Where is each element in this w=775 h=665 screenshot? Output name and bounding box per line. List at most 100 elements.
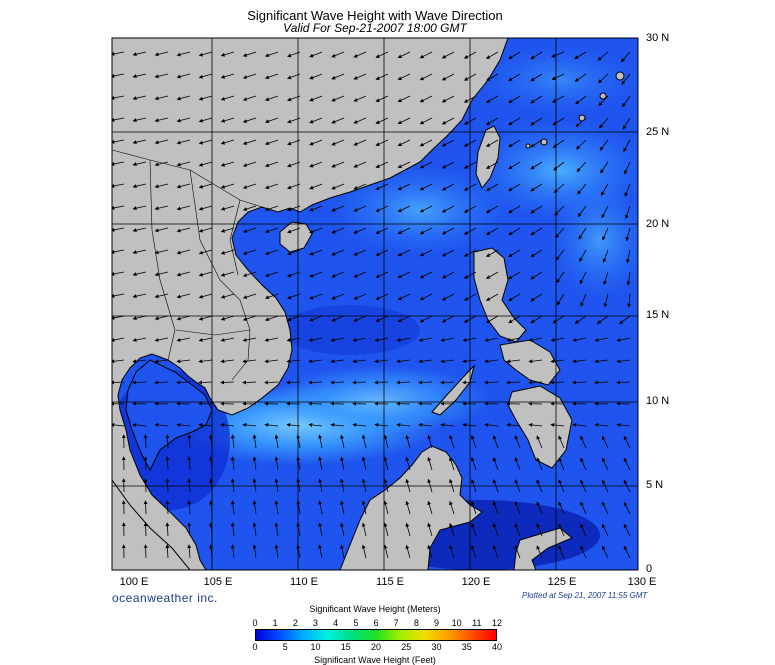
wave-direction-arrow bbox=[286, 337, 301, 342]
wave-direction-arrow bbox=[331, 161, 345, 168]
wave-direction-arrow bbox=[287, 139, 301, 146]
wave-direction-arrow bbox=[112, 293, 125, 298]
legend-title-meters: Significant Wave Height (Meters) bbox=[309, 604, 441, 614]
wave-direction-arrow bbox=[287, 117, 301, 124]
wave-direction-arrow bbox=[492, 435, 499, 449]
wave-direction-arrow bbox=[198, 73, 213, 79]
wave-direction-arrow bbox=[287, 73, 301, 80]
wave-direction-arrow bbox=[209, 522, 214, 537]
wave-direction-arrow bbox=[318, 456, 323, 471]
wave-direction-arrow bbox=[601, 205, 609, 219]
wave-direction-arrow bbox=[242, 380, 257, 385]
wave-direction-arrow bbox=[132, 315, 147, 321]
wave-direction-arrow bbox=[528, 359, 543, 364]
wave-direction-arrow bbox=[578, 227, 587, 240]
wave-direction-arrow bbox=[352, 380, 367, 385]
wave-direction-arrow bbox=[242, 95, 257, 101]
wave-direction-arrow bbox=[286, 359, 301, 364]
wave-direction-arrow bbox=[286, 380, 301, 385]
wave-direction-arrow bbox=[198, 315, 213, 321]
wave-direction-arrow bbox=[441, 161, 455, 169]
wave-direction-arrow bbox=[514, 501, 521, 515]
wave-direction-arrow bbox=[112, 380, 125, 385]
wave-direction-arrow bbox=[220, 422, 235, 427]
wave-direction-arrow bbox=[572, 359, 587, 364]
wave-direction-arrow bbox=[187, 522, 192, 537]
wave-direction-arrow bbox=[154, 95, 169, 101]
wave-direction-arrow bbox=[374, 337, 389, 342]
wave-direction-arrow bbox=[274, 522, 279, 537]
wave-direction-arrow bbox=[353, 139, 367, 146]
wave-direction-arrow bbox=[508, 315, 521, 324]
ryukyu-islet bbox=[540, 138, 548, 146]
wave-direction-arrow bbox=[353, 117, 367, 124]
wave-direction-arrow bbox=[374, 359, 389, 364]
lon-label: 130 E bbox=[627, 576, 657, 588]
wave-direction-arrow bbox=[572, 337, 587, 342]
wave-direction-arrow bbox=[508, 227, 521, 236]
wave-direction-arrow bbox=[553, 161, 565, 171]
wave-direction-arrow bbox=[209, 544, 214, 559]
wave-direction-arrow bbox=[625, 227, 631, 242]
wave-direction-arrow bbox=[330, 337, 345, 342]
wave-direction-arrow bbox=[154, 315, 169, 321]
wave-direction-arrow bbox=[242, 315, 257, 321]
wave-direction-arrow bbox=[375, 293, 389, 300]
wave-direction-arrow bbox=[187, 500, 192, 515]
wave-direction-arrow bbox=[230, 544, 235, 559]
legend-meter-tick: 9 bbox=[433, 618, 439, 628]
wave-direction-arrow bbox=[264, 51, 279, 58]
wave-direction-arrow bbox=[601, 435, 609, 449]
wave-direction-arrow bbox=[397, 51, 411, 59]
wave-direction-arrow bbox=[154, 117, 169, 123]
wave-direction-arrow bbox=[580, 293, 587, 307]
wave-direction-arrow bbox=[264, 315, 279, 322]
wave-direction-arrow bbox=[361, 500, 367, 515]
wave-direction-arrow bbox=[353, 95, 367, 102]
wave-direction-arrow bbox=[176, 227, 191, 233]
wave-direction-arrow bbox=[252, 434, 257, 449]
wave-direction-arrow bbox=[397, 183, 411, 191]
wave-direction-arrow bbox=[132, 271, 147, 277]
wave-direction-arrow bbox=[579, 249, 587, 262]
wave-direction-arrow bbox=[309, 271, 323, 278]
wave-direction-arrow bbox=[112, 315, 125, 320]
wave-direction-arrow bbox=[296, 522, 301, 537]
wave-direction-arrow bbox=[209, 434, 214, 449]
wave-direction-arrow bbox=[440, 380, 455, 385]
wave-direction-arrow bbox=[340, 522, 345, 537]
wave-direction-arrow bbox=[296, 478, 301, 493]
wave-direction-arrow bbox=[441, 95, 455, 103]
wave-direction-arrow bbox=[252, 478, 257, 493]
wave-direction-arrow bbox=[331, 183, 345, 190]
wave-direction-arrow bbox=[405, 478, 411, 493]
wave-direction-arrow bbox=[601, 545, 609, 559]
wave-direction-arrow bbox=[287, 183, 301, 190]
wave-direction-arrow bbox=[198, 205, 213, 211]
wave-direction-arrow bbox=[318, 478, 323, 493]
wave-direction-arrow bbox=[486, 293, 499, 301]
wave-direction-arrow bbox=[112, 183, 125, 188]
wave-direction-arrow bbox=[287, 293, 301, 300]
wave-direction-arrow bbox=[536, 523, 543, 537]
wave-direction-arrow bbox=[594, 359, 609, 364]
sumatra-island bbox=[112, 479, 191, 570]
wave-direction-arrow bbox=[492, 457, 499, 471]
wave-direction-arrow bbox=[242, 161, 257, 167]
wave-direction-arrow bbox=[441, 293, 455, 301]
wave-direction-arrow bbox=[506, 359, 521, 364]
wave-direction-arrow bbox=[555, 249, 565, 261]
wave-direction-arrow bbox=[154, 271, 169, 277]
wave-direction-arrow bbox=[361, 544, 367, 559]
wave-direction-arrow bbox=[154, 249, 169, 255]
wave-direction-arrow bbox=[427, 500, 433, 515]
wave-direction-arrow bbox=[375, 139, 389, 146]
wave-direction-arrow bbox=[506, 422, 521, 427]
wave-direction-arrow bbox=[309, 161, 323, 168]
wave-direction-arrow bbox=[449, 434, 455, 449]
wave-direction-arrow bbox=[309, 95, 323, 102]
wave-direction-arrow bbox=[397, 249, 411, 257]
wave-direction-arrow bbox=[579, 271, 587, 285]
wave-direction-arrow bbox=[405, 456, 411, 471]
wave-direction-arrow bbox=[622, 95, 631, 108]
